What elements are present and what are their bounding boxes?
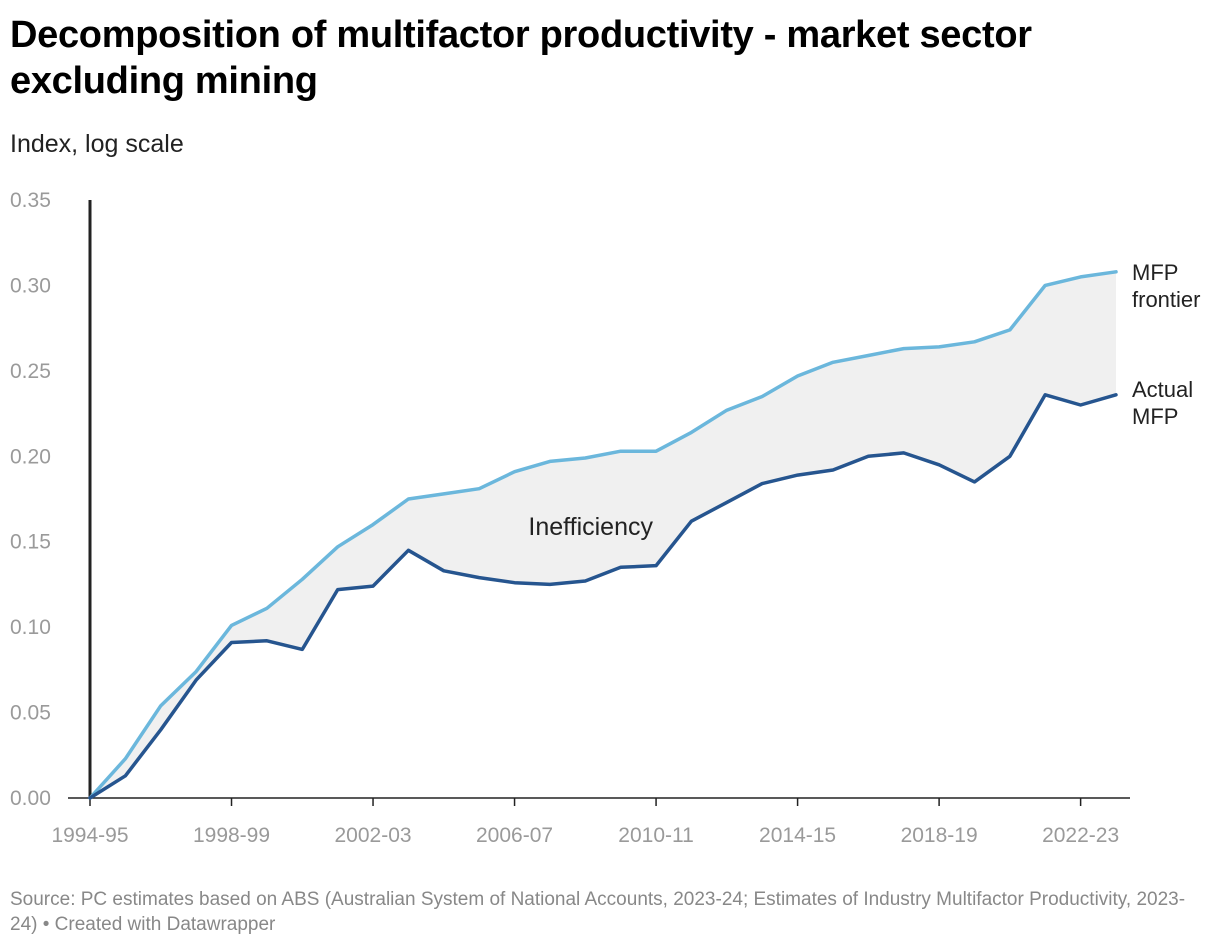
series-label-actual-mfp: Actual MFP [1132,377,1193,429]
x-tick-label: 2018-19 [901,824,978,847]
inefficiency-area [90,271,1116,798]
y-tick-label: 0.15 [10,531,51,554]
x-axis: 1994-95 1998-99 2002-03 2006-07 2010-11 2014-… [51,797,1130,847]
y-tick-label: 0.35 [10,189,51,212]
y-axis-ticks: 0.00 0.05 0.10 0.15 0.20 0.25 0.30 0.35 [10,189,51,810]
y-tick-label: 0.20 [10,445,51,468]
chart-title: Decomposition of multifactor productivit… [10,14,1032,102]
y-tick-label: 0.00 [10,787,51,810]
y-tick-label: 0.05 [10,702,51,725]
series-line-actual-mfp [88,393,1118,800]
source-notes: Source: PC estimates based on ABS (Austr… [10,889,1186,935]
line-chart: 0.00 0.05 0.10 0.15 0.20 0.25 0.30 0.35 1994-95… [10,189,1200,847]
x-tick-label: 2006-07 [476,824,553,847]
series-line-mfp-frontier [88,270,1118,800]
x-tick-label: 2010-11 [618,824,694,847]
inefficiency-label: Inefficiency [528,513,653,541]
chart-subtitle: Index, log scale [10,130,184,158]
y-tick-label: 0.30 [10,274,51,297]
series-label-mfp-frontier: MFP frontier [1132,260,1200,312]
x-tick-label: 2002-03 [334,824,411,847]
y-tick-label: 0.25 [10,360,51,383]
x-tick-label: 2014-15 [759,824,836,847]
series-labels: MFP frontier Actual MFP [1132,260,1200,429]
x-tick-label: 1998-99 [193,824,270,847]
y-tick-label: 0.10 [10,616,51,639]
x-tick-label: 1994-95 [51,824,128,847]
x-tick-label: 2022-23 [1042,824,1119,847]
